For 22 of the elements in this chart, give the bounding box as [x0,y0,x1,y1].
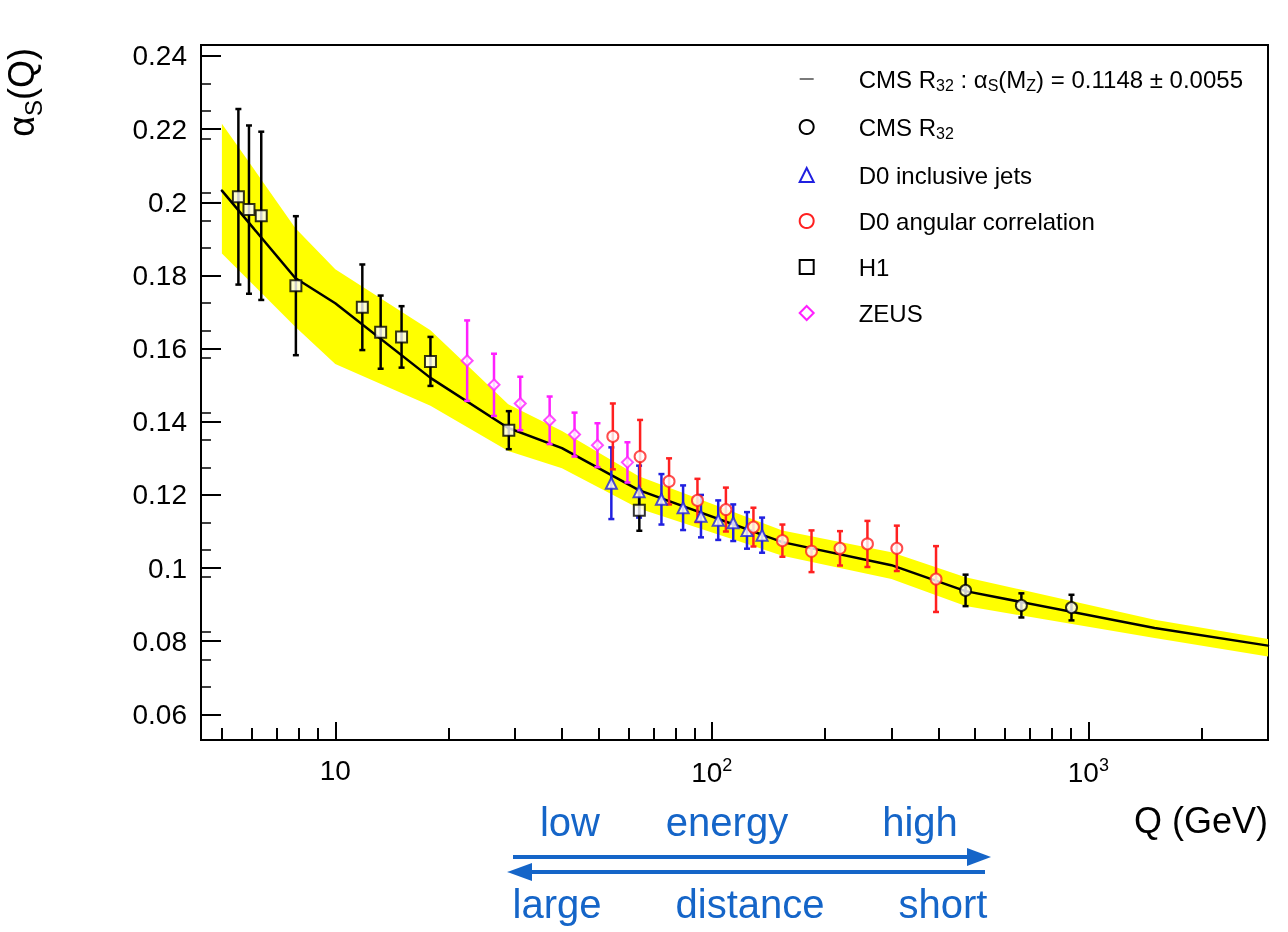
text: short [898,882,988,926]
y-tick-label: 0.22 [132,113,187,145]
y-tick-label: 0.12 [132,479,187,511]
y-tick-label: 0.08 [132,625,187,657]
text: high [882,800,958,844]
text: large [512,882,602,926]
x-axis-title: Q (GeV) [1133,799,1268,841]
y-tick-label: 0.14 [132,406,187,438]
y-tick-label: 0.24 [132,40,187,72]
legend-label: D0 inclusive jets [858,161,1033,189]
text: energy [665,800,789,844]
y-tick-label: 0.06 [132,698,187,730]
legend-label: H1 [858,253,890,281]
y-tick-label: 0.16 [132,333,187,365]
legend-label: D0 angular correlation [858,207,1095,235]
text: distance [675,882,825,926]
y-tick-label: 0.18 [132,259,187,291]
legend-label: ZEUS [858,299,923,327]
y-tick-label: 0.1 [148,552,187,584]
y-tick-label: 0.2 [148,186,187,218]
x-tick-label: 10 [319,754,351,786]
text: low [539,800,601,844]
